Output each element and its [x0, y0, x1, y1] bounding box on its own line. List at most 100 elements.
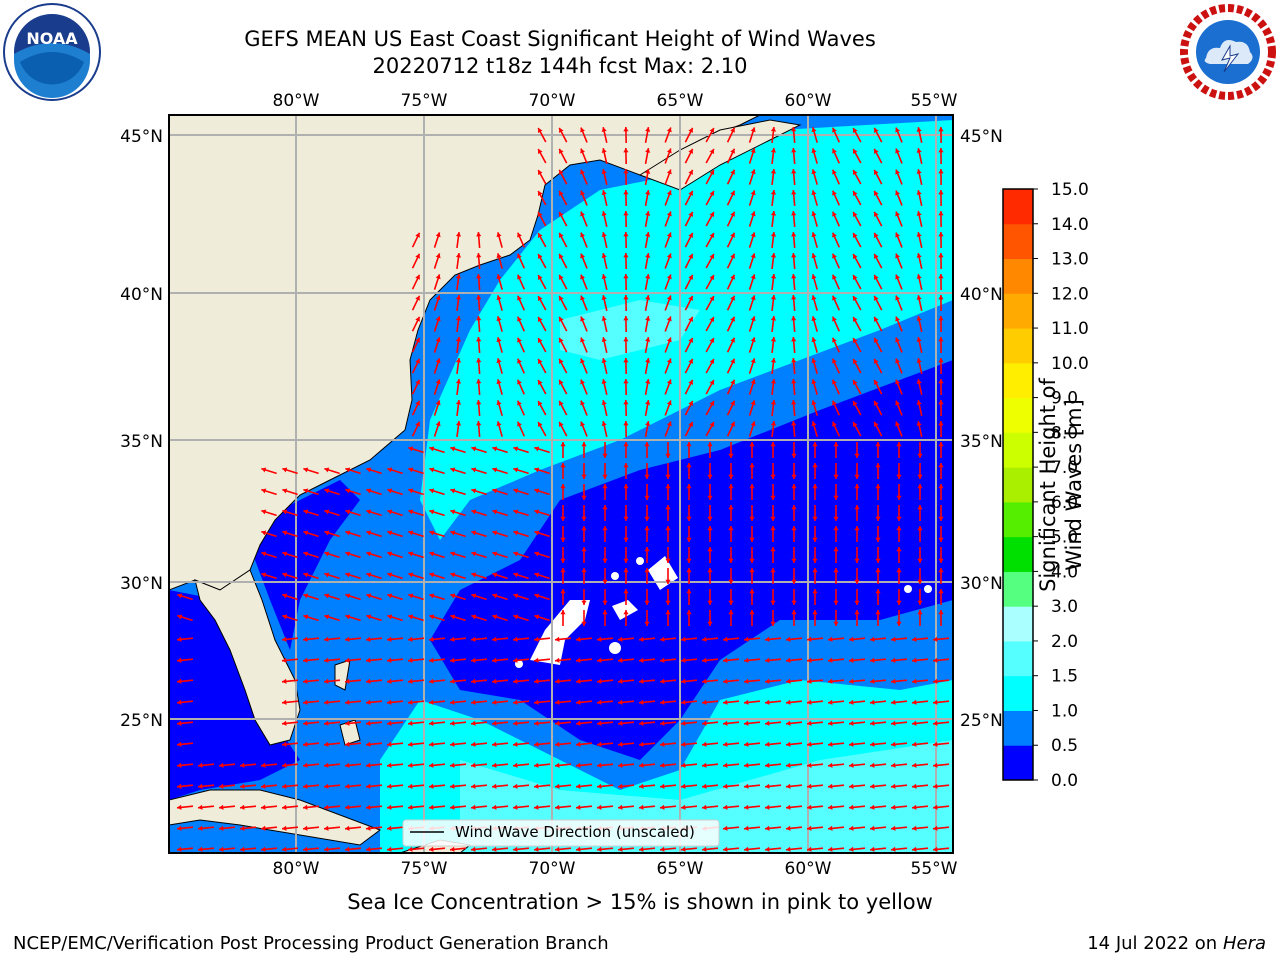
wind-wave-arrowhead — [891, 762, 896, 768]
wind-wave-arrowhead — [912, 678, 917, 684]
wind-wave-arrowhead — [665, 600, 671, 605]
wind-wave-arrowhead — [303, 825, 308, 831]
wind-wave-arrowhead — [639, 846, 644, 852]
wind-wave-arrowhead — [744, 846, 749, 852]
wind-wave-arrowhead — [730, 253, 735, 259]
wind-wave-arrowhead — [852, 295, 858, 301]
colorbar-segment — [1003, 467, 1033, 503]
noaa-logo-text: NOAA — [26, 29, 78, 48]
wind-wave-arrowhead — [415, 232, 420, 238]
wind-wave-arrowhead — [366, 720, 371, 726]
wind-wave-arrowhead — [597, 741, 602, 747]
colorbar-segment — [1003, 571, 1033, 607]
wind-wave-arrowhead — [812, 516, 818, 521]
wind-wave-arrowhead — [408, 572, 414, 578]
wind-wave-arrowhead — [744, 825, 749, 831]
wind-wave-arrowhead — [555, 678, 560, 684]
wind-wave-arrowhead — [558, 211, 564, 217]
wind-wave-arrowhead — [854, 474, 860, 479]
wind-wave-arrowhead — [387, 509, 393, 515]
wind-wave-arrowhead — [933, 804, 938, 810]
wind-wave-arrowhead — [597, 783, 602, 789]
wind-wave-arrowhead — [917, 484, 923, 489]
wind-wave-arrowhead — [873, 148, 879, 154]
colorbar-tick-label: 9.0 — [1051, 389, 1078, 409]
wind-wave-arrowhead — [534, 678, 539, 684]
wind-wave-arrowhead — [366, 678, 371, 684]
wind-wave-arrowhead — [639, 741, 644, 747]
wind-wave-arrowhead — [580, 421, 585, 427]
wind-wave-arrowhead — [366, 762, 371, 768]
wind-wave-arrowhead — [665, 484, 671, 489]
wind-wave-arrowhead — [730, 211, 735, 217]
wind-wave-arrowhead — [639, 783, 644, 789]
wind-wave-arrowhead — [435, 316, 441, 322]
wind-wave-arrowhead — [576, 804, 581, 810]
wind-wave-arrowhead — [770, 295, 777, 300]
wind-wave-arrowhead — [345, 699, 350, 705]
wind-wave-arrowhead — [702, 657, 707, 663]
wind-wave-arrowhead — [455, 295, 462, 300]
wind-wave-arrowhead — [576, 636, 581, 642]
wind-wave-arrowhead — [665, 558, 671, 563]
lon-tick-top-2: 75°W — [401, 91, 448, 111]
wind-wave-arrowhead — [408, 446, 414, 452]
wind-wave-arrowhead — [580, 190, 585, 196]
wind-wave-arrowhead — [852, 232, 858, 238]
wind-wave-arrowhead — [517, 358, 522, 364]
wind-wave-arrowhead — [707, 621, 713, 626]
wind-wave-arrowhead — [854, 600, 860, 605]
wind-wave-arrowhead — [938, 274, 944, 279]
wind-wave-arrowhead — [576, 762, 581, 768]
wind-wave-arrowhead — [786, 636, 791, 642]
wind-wave-arrowhead — [702, 846, 707, 852]
wind-wave-arrowhead — [688, 169, 693, 175]
wind-wave-arrowhead — [450, 551, 456, 557]
wind-wave-arrowhead — [645, 358, 651, 363]
lon-tick-bottom-3: 70°W — [529, 859, 576, 879]
wind-wave-arrowhead — [750, 127, 756, 133]
wind-wave-arrowhead — [492, 593, 498, 599]
wind-wave-arrowhead — [812, 463, 818, 468]
wind-wave-arrowhead — [933, 657, 938, 663]
wind-wave-arrowhead — [558, 253, 564, 259]
wind-wave-arrowhead — [597, 846, 602, 852]
nws-logo — [1180, 4, 1276, 100]
wind-wave-arrowhead — [513, 804, 518, 810]
wind-wave-arrowhead — [492, 467, 498, 473]
wind-wave-arrowhead — [644, 526, 650, 531]
wind-wave-arrowhead — [812, 589, 818, 594]
wind-wave-arrowhead — [666, 274, 672, 280]
wind-wave-arrowhead — [623, 337, 629, 342]
lat-tick-right-1: 45°N — [960, 127, 1003, 147]
wind-wave-arrowhead — [644, 568, 650, 573]
wind-wave-arrowhead — [623, 253, 629, 258]
wind-wave-arrowhead — [666, 211, 672, 217]
wind-wave-arrowhead — [560, 484, 566, 489]
wind-wave-arrowhead — [623, 400, 629, 405]
wind-wave-arrowhead — [786, 657, 791, 663]
wind-wave-arrowhead — [576, 657, 581, 663]
wind-wave-arrowhead — [450, 657, 455, 663]
wind-wave-arrowhead — [660, 720, 665, 726]
wind-wave-arrowhead — [707, 495, 713, 500]
wind-wave-arrowhead — [429, 657, 434, 663]
wind-wave-arrowhead — [618, 846, 623, 852]
wind-wave-arrowhead — [623, 148, 629, 153]
wind-wave-arrowhead — [728, 610, 734, 615]
wind-wave-arrowhead — [534, 614, 540, 620]
wind-wave-arrowhead — [492, 530, 498, 536]
wind-wave-arrowhead — [723, 678, 728, 684]
wind-wave-arrowhead — [895, 295, 901, 301]
wind-wave-arrowhead — [765, 783, 770, 789]
wind-wave-arrowhead — [938, 421, 944, 426]
wind-wave-arrowhead — [916, 379, 922, 384]
wind-wave-arrowhead — [723, 720, 728, 726]
colorbar-segment — [1003, 362, 1033, 399]
wind-wave-arrowhead — [408, 783, 413, 789]
wind-wave-arrowhead — [408, 804, 413, 810]
wind-wave-arrowhead — [435, 274, 441, 280]
wind-wave-arrowhead — [688, 274, 693, 280]
wind-wave-arrowhead — [938, 516, 944, 521]
wind-wave-arrowhead — [660, 699, 665, 705]
